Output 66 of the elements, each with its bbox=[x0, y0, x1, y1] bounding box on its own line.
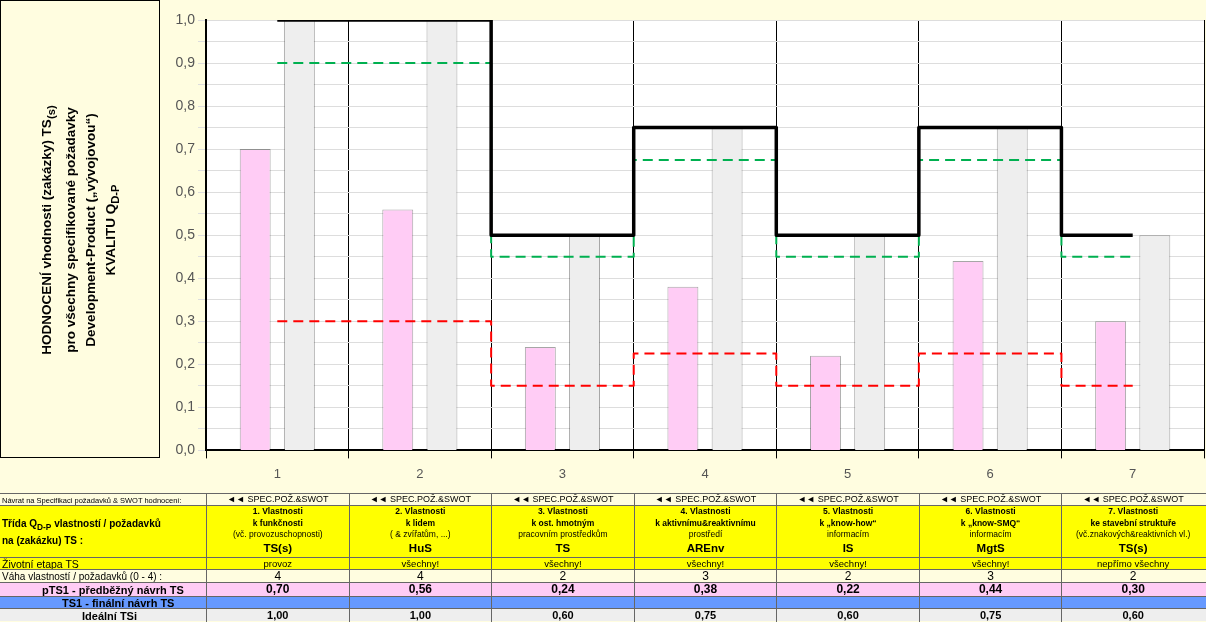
text: ◄◄ SPEC.POŽ.&SWOT bbox=[227, 494, 329, 504]
y-tick-label: 0,1 bbox=[175, 398, 196, 415]
text: ◄◄ SPEC.POŽ.&SWOT bbox=[1082, 494, 1184, 504]
y-tick-label: 0,0 bbox=[175, 441, 196, 458]
text: 4. Vlastnosti k aktivnímu&reaktivnímu prostředí AREnv bbox=[634, 506, 777, 555]
text: 7. Vlastnosti ke stavební struktuře (vč.znakových&reaktivních vl.) TS(s) bbox=[1062, 506, 1204, 555]
text: 0,60 bbox=[552, 609, 574, 621]
text: 0,60 bbox=[1122, 609, 1144, 621]
data-label: 0,22 bbox=[836, 582, 860, 596]
text: ◄◄ SPEC.POŽ.&SWOT bbox=[512, 494, 614, 504]
text: všechny! bbox=[544, 558, 582, 569]
text: 2 bbox=[559, 569, 567, 583]
text: všechny! bbox=[686, 558, 725, 569]
text: 3 bbox=[987, 569, 994, 583]
text: 0,60 bbox=[837, 609, 859, 621]
text: ◄◄ SPEC.POŽ.&SWOT bbox=[369, 494, 471, 504]
y-tick-label: 1,0 bbox=[175, 10, 196, 27]
text: ◄◄ SPEC.POŽ.&SWOT bbox=[939, 494, 1042, 504]
text: 2 bbox=[1129, 569, 1137, 583]
text: 0,75 bbox=[979, 609, 1002, 621]
text: pTS1 - předběžný návrh TS bbox=[42, 583, 184, 597]
text: ◄◄ SPEC.POŽ.&SWOT bbox=[797, 494, 899, 504]
text: 1,00 bbox=[409, 609, 432, 621]
x-tick-label: 3 bbox=[558, 465, 567, 481]
text: 4 bbox=[417, 569, 424, 583]
x-tick-label: 2 bbox=[416, 465, 424, 481]
text: všechny! bbox=[829, 558, 867, 569]
text: 1,00 bbox=[267, 609, 289, 621]
text: 6. Vlastnosti k „know-SMQ“ informacím MgtS bbox=[919, 506, 1062, 555]
x-tick-label: 7 bbox=[1129, 465, 1137, 481]
y-tick-label: 0,3 bbox=[175, 312, 196, 329]
y-tick-label: 0,7 bbox=[175, 139, 196, 156]
data-label: 0,24 bbox=[551, 582, 575, 596]
text: všechny! bbox=[971, 558, 1010, 569]
text: 0,75 bbox=[694, 609, 717, 621]
x-tick-label: 5 bbox=[843, 465, 852, 481]
text: 3. Vlastnosti k ost. hmotným pracovním prostředkům TS bbox=[492, 506, 634, 555]
y-tick-label: 0,6 bbox=[175, 183, 196, 200]
text: Životní etapa TS bbox=[2, 557, 79, 570]
data-label: 0,38 bbox=[693, 582, 718, 596]
text: Váha vlastností / požadavků (0 - 4) : bbox=[2, 570, 163, 583]
text: provoz bbox=[263, 558, 293, 569]
y-tick-label: 0,9 bbox=[175, 53, 196, 70]
data-label: 0,70 bbox=[266, 582, 290, 596]
text: Třída Q$_{D-P}$ vlastností / požadavků na (zakázku) TS : bbox=[2, 517, 161, 547]
text: Ideální TSi bbox=[82, 609, 138, 622]
y-tick-label: 0,8 bbox=[175, 96, 196, 113]
text: 2 bbox=[844, 569, 852, 583]
y-tick-label: 0,5 bbox=[175, 226, 196, 243]
y-tick-label: 0,4 bbox=[175, 269, 196, 286]
text: 4 bbox=[274, 569, 282, 583]
x-tick-label: 6 bbox=[986, 465, 994, 481]
text: všechny! bbox=[401, 558, 440, 569]
data-label: 0,56 bbox=[408, 582, 433, 596]
x-tick-label: 1 bbox=[273, 465, 281, 481]
text: 5. Vlastnosti k „know-how“ informacím IS bbox=[777, 506, 919, 555]
x-tick-label: 4 bbox=[701, 465, 709, 481]
text: 1. Vlastnosti k funkčnosti (vč. provozuschopnosti) TS(s) bbox=[207, 506, 349, 555]
text: 2. Vlastnosti k lidem ( & zvířatům, ...) HuS bbox=[349, 506, 492, 555]
text: ◄◄ SPEC.POŽ.&SWOT bbox=[654, 494, 757, 504]
text: nepřímo všechny bbox=[1097, 558, 1170, 569]
data-label: 0,30 bbox=[1121, 582, 1145, 596]
text: 3 bbox=[702, 569, 709, 583]
data-label: 0,44 bbox=[978, 582, 1003, 596]
text: TS1 - finální návrh TS bbox=[62, 596, 175, 609]
y-tick-label: 0,2 bbox=[175, 355, 196, 372]
